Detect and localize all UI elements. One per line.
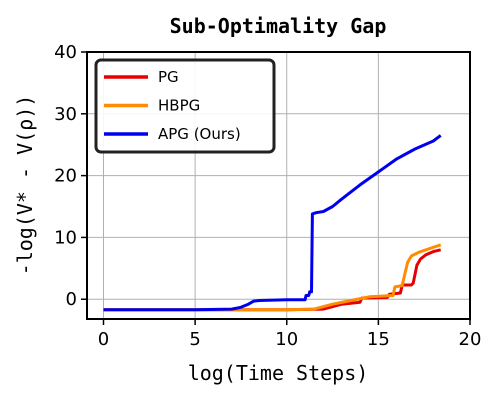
plot-frame: [86, 51, 471, 320]
y-tick-label: 40: [54, 42, 77, 63]
series-lines: [103, 134, 442, 312]
x-axis-label: log(Time Steps): [188, 361, 369, 385]
series-line-2: [103, 243, 442, 312]
x-tick-label: 0: [98, 329, 109, 350]
chart-title: Sub-Optimality Gap: [170, 14, 387, 38]
legend: PG HBPG APG (Ours): [94, 58, 276, 154]
x-tick-label: 20: [459, 329, 482, 350]
y-axis-label: -log(V* - V(ρ)): [13, 95, 37, 276]
legend-label: HBPG: [158, 97, 200, 115]
y-tick-label: 30: [54, 104, 77, 125]
y-tick-label: 20: [54, 166, 77, 187]
x-tick-label: 10: [275, 329, 298, 350]
axis-ticks: 0 5 10 15 20 0 10 20 30 40: [54, 42, 481, 350]
y-tick-label: 0: [66, 289, 77, 310]
y-tick-label: 10: [54, 227, 77, 248]
series-line-3: [103, 134, 442, 312]
legend-box: [94, 58, 276, 154]
x-tick-label: 5: [189, 329, 200, 350]
legend-label: PG: [158, 68, 179, 86]
legend-label: APG (Ours): [158, 125, 241, 143]
x-tick-label: 15: [367, 329, 390, 350]
